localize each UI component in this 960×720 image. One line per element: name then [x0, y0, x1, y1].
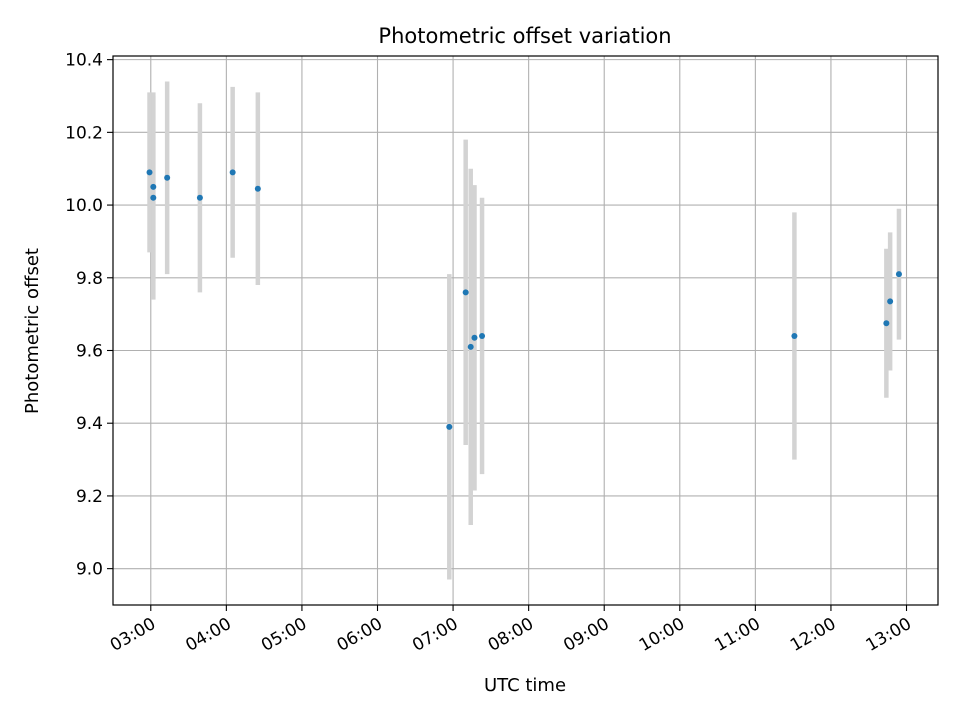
x-axis-label: UTC time	[484, 675, 566, 696]
y-tick-label: 10.4	[65, 51, 103, 71]
data-point	[146, 169, 153, 176]
y-tick-label: 9.6	[76, 341, 103, 361]
data-point	[887, 298, 894, 305]
data-point	[791, 332, 798, 339]
plot-frame	[112, 55, 939, 606]
data-point	[196, 194, 203, 201]
y-tick-label: 10.2	[65, 123, 103, 143]
y-tick-label: 9.4	[76, 414, 103, 434]
y-axis-label: Photometric offset	[22, 248, 43, 414]
data-point	[895, 271, 902, 278]
data-point	[467, 343, 474, 350]
data-point	[229, 169, 236, 176]
data-point	[479, 332, 486, 339]
data-points	[146, 169, 902, 430]
y-tick-label: 9.8	[76, 269, 103, 289]
chart-title: Photometric offset variation	[378, 24, 671, 48]
y-tick-label: 9.2	[76, 487, 103, 507]
data-point	[254, 185, 261, 192]
data-point	[150, 194, 157, 201]
data-point	[150, 183, 157, 190]
data-point	[462, 289, 469, 296]
y-tick-label: 10.0	[65, 196, 103, 216]
data-point	[883, 320, 890, 327]
y-axis-ticks: 9.0 9.2 9.4 9.6 9.8 10.0 10.2 10.4	[65, 51, 113, 580]
data-point	[471, 334, 478, 341]
data-point	[164, 174, 171, 181]
grid	[113, 56, 938, 605]
data-point	[446, 423, 453, 430]
y-tick-label: 9.0	[76, 560, 103, 580]
